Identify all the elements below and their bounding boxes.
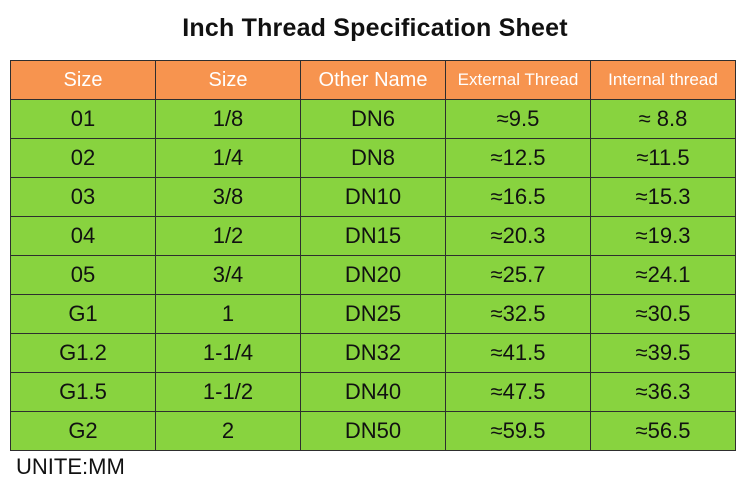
header-other-name: Other Name	[300, 60, 446, 100]
cell-size-code: 01	[10, 99, 156, 139]
cell-internal-thread: ≈11.5	[590, 138, 736, 178]
cell-internal-thread: ≈15.3	[590, 177, 736, 217]
header-size-code: Size	[10, 60, 156, 100]
cell-size-inch: 3/4	[155, 255, 301, 295]
header-external-thread: External Thread	[445, 60, 591, 100]
cell-external-thread: ≈41.5	[445, 333, 591, 373]
cell-external-thread: ≈12.5	[445, 138, 591, 178]
cell-external-thread: ≈47.5	[445, 372, 591, 412]
cell-size-inch: 1/4	[155, 138, 301, 178]
cell-internal-thread: ≈ 8.8	[590, 99, 736, 139]
table-row: G2 2 DN50 ≈59.5 ≈56.5	[10, 411, 736, 451]
table-row: 03 3/8 DN10 ≈16.5 ≈15.3	[10, 177, 736, 217]
cell-internal-thread: ≈19.3	[590, 216, 736, 256]
cell-external-thread: ≈9.5	[445, 99, 591, 139]
cell-internal-thread: ≈36.3	[590, 372, 736, 412]
cell-size-inch: 1/2	[155, 216, 301, 256]
cell-size-code: G1	[10, 294, 156, 334]
cell-external-thread: ≈20.3	[445, 216, 591, 256]
cell-size-inch: 1/8	[155, 99, 301, 139]
table-row: 04 1/2 DN15 ≈20.3 ≈19.3	[10, 216, 736, 256]
cell-other-name: DN40	[300, 372, 446, 412]
cell-other-name: DN50	[300, 411, 446, 451]
header-internal-thread: Internal thread	[590, 60, 736, 100]
cell-size-code: G2	[10, 411, 156, 451]
cell-internal-thread: ≈39.5	[590, 333, 736, 373]
cell-other-name: DN10	[300, 177, 446, 217]
header-size-inch: Size	[155, 60, 301, 100]
cell-size-code: 05	[10, 255, 156, 295]
cell-other-name: DN20	[300, 255, 446, 295]
table-header-row: Size Size Other Name External Thread Int…	[10, 60, 736, 100]
cell-external-thread: ≈59.5	[445, 411, 591, 451]
sheet-title: Inch Thread Specification Sheet	[182, 14, 568, 42]
table-row: 01 1/8 DN6 ≈9.5 ≈ 8.8	[10, 99, 736, 139]
cell-other-name: DN6	[300, 99, 446, 139]
table-row: G1.2 1-1/4 DN32 ≈41.5 ≈39.5	[10, 333, 736, 373]
cell-other-name: DN8	[300, 138, 446, 178]
cell-internal-thread: ≈24.1	[590, 255, 736, 295]
cell-size-code: 03	[10, 177, 156, 217]
cell-size-inch: 1	[155, 294, 301, 334]
cell-internal-thread: ≈30.5	[590, 294, 736, 334]
table-row: 05 3/4 DN20 ≈25.7 ≈24.1	[10, 255, 736, 295]
thread-spec-table: Size Size Other Name External Thread Int…	[10, 60, 736, 451]
cell-size-code: 02	[10, 138, 156, 178]
cell-size-inch: 3/8	[155, 177, 301, 217]
cell-size-code: G1.2	[10, 333, 156, 373]
cell-other-name: DN15	[300, 216, 446, 256]
unit-label: UNITE:MM	[16, 454, 125, 479]
cell-size-inch: 1-1/2	[155, 372, 301, 412]
cell-size-inch: 2	[155, 411, 301, 451]
table-row: G1 1 DN25 ≈32.5 ≈30.5	[10, 294, 736, 334]
cell-size-code: 04	[10, 216, 156, 256]
table-row: 02 1/4 DN8 ≈12.5 ≈11.5	[10, 138, 736, 178]
cell-size-code: G1.5	[10, 372, 156, 412]
cell-internal-thread: ≈56.5	[590, 411, 736, 451]
cell-other-name: DN32	[300, 333, 446, 373]
cell-external-thread: ≈32.5	[445, 294, 591, 334]
table-row: G1.5 1-1/2 DN40 ≈47.5 ≈36.3	[10, 372, 736, 412]
cell-other-name: DN25	[300, 294, 446, 334]
cell-external-thread: ≈16.5	[445, 177, 591, 217]
cell-external-thread: ≈25.7	[445, 255, 591, 295]
cell-size-inch: 1-1/4	[155, 333, 301, 373]
